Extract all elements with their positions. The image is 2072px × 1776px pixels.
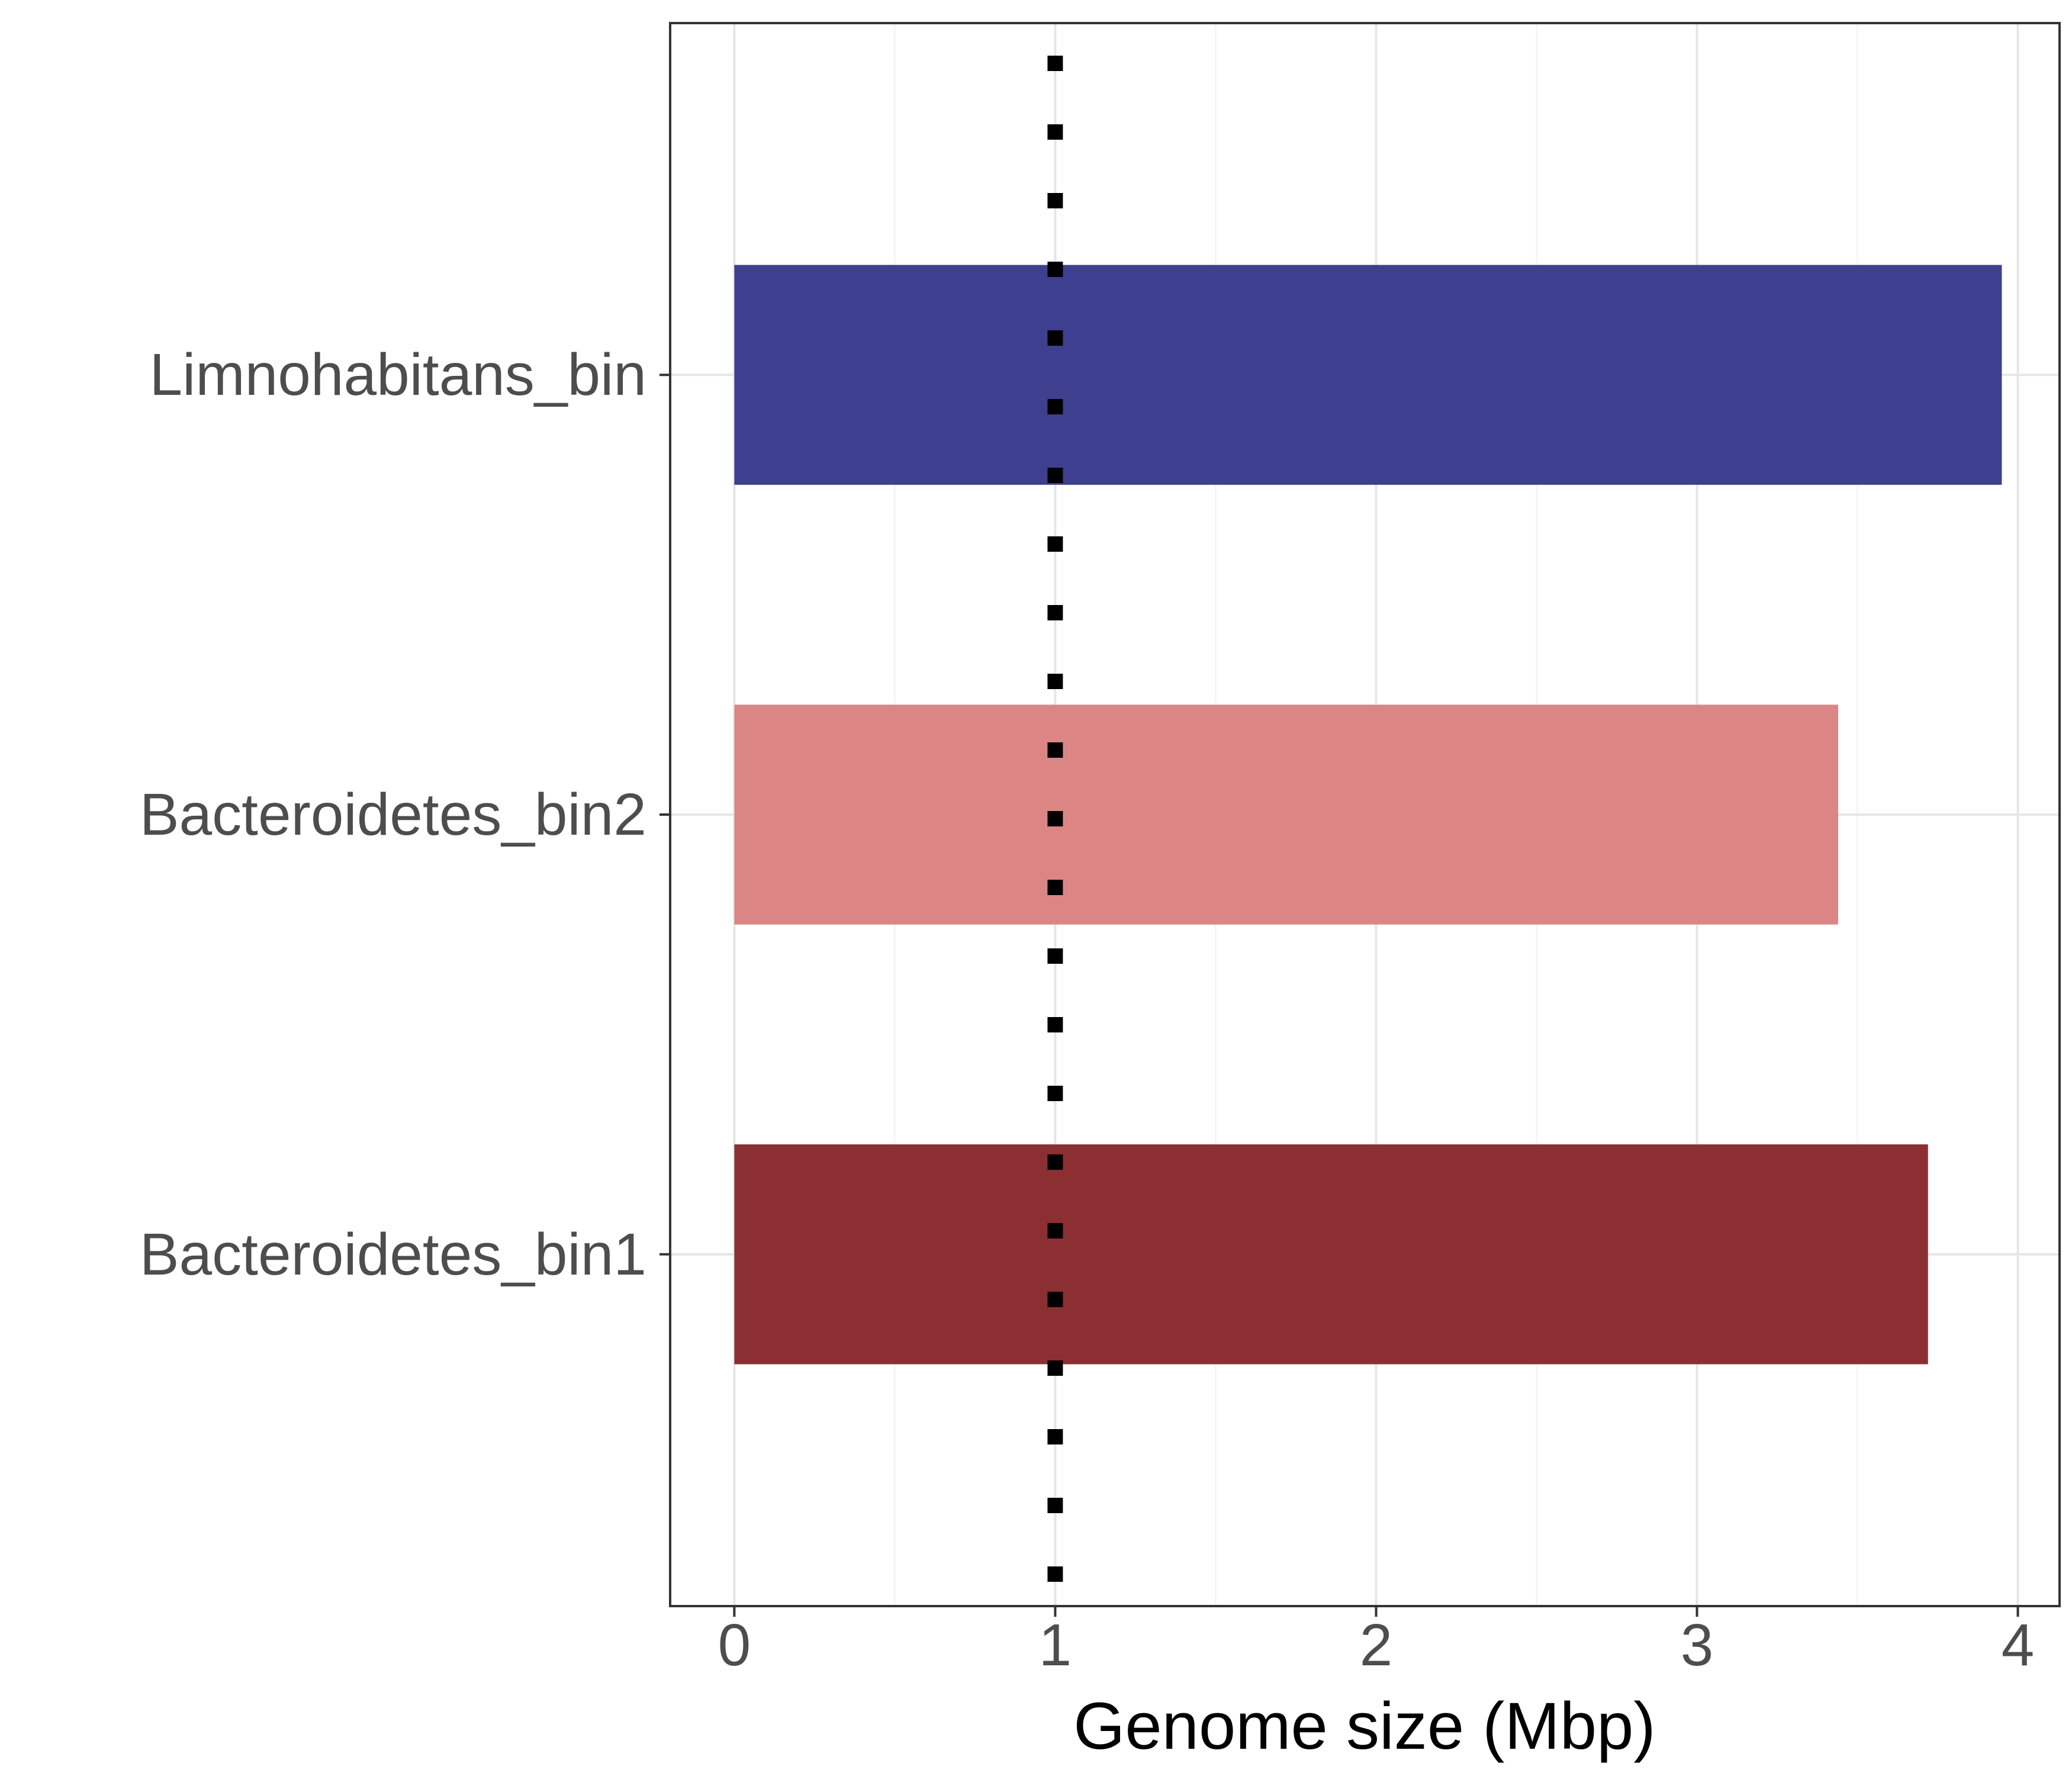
y-tick-label: Bacteroidetes_bin2	[140, 781, 646, 848]
bar-bacteroidetes-bin1	[734, 1144, 1928, 1365]
bar-limnohabitans-bin	[734, 265, 2002, 485]
x-tick-label: 0	[718, 1612, 751, 1678]
x-tick-label: 1	[1039, 1612, 1072, 1678]
bars	[734, 265, 2002, 1365]
axes: 0 1 2 3 4 Limnohabitans_bin Bacteroidetes_bin2…	[140, 342, 2035, 1678]
y-tick-label: Limnohabitans_bin	[149, 342, 646, 408]
bar-bacteroidetes-bin2	[734, 704, 1838, 925]
x-axis-title: Genome size (Mbp)	[1073, 1689, 1655, 1763]
x-tick-label: 3	[1681, 1612, 1714, 1678]
y-tick-label: Bacteroidetes_bin1	[140, 1221, 646, 1288]
x-tick-label: 4	[2002, 1612, 2035, 1678]
x-tick-label: 2	[1360, 1612, 1393, 1678]
